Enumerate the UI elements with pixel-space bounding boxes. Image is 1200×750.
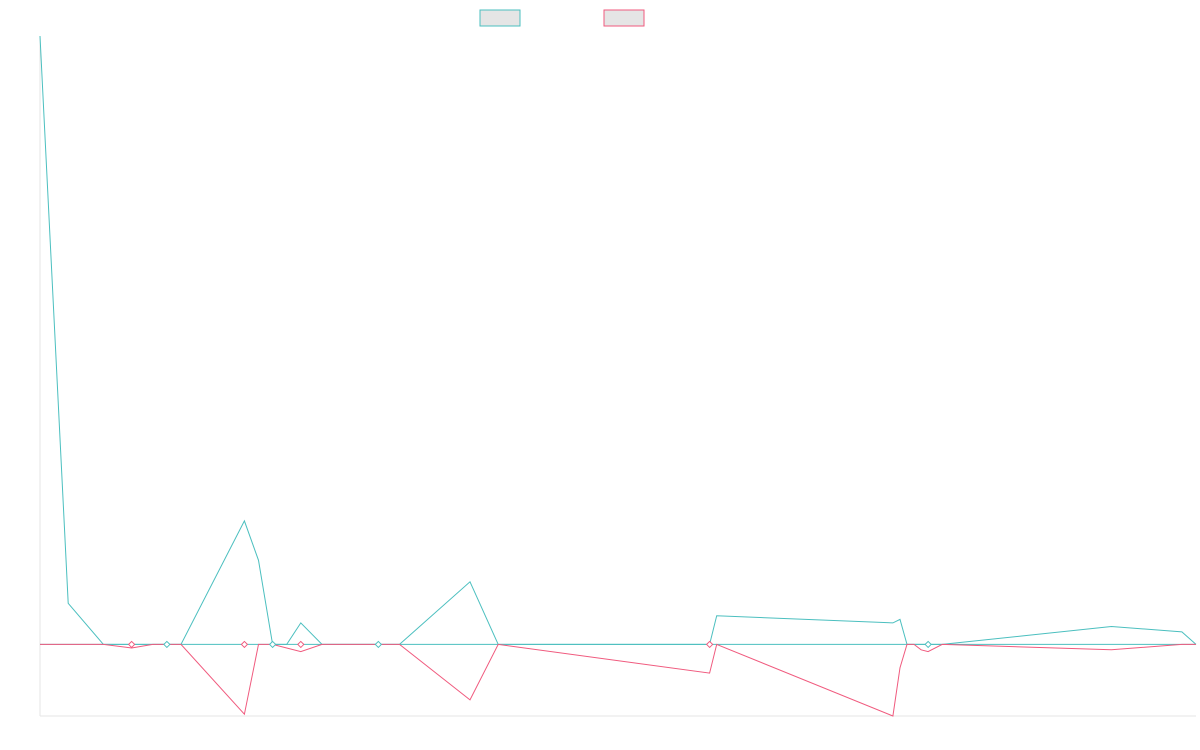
series-layer [39, 35, 1197, 717]
legend-item-1[interactable] [479, 9, 521, 27]
legend [479, 9, 645, 27]
data-point-marker [268, 640, 277, 649]
data-point-marker [374, 640, 383, 649]
marker-layer [127, 640, 932, 649]
series-line-2 [40, 643, 1196, 717]
legend-swatch-2 [603, 9, 645, 27]
data-point-marker [705, 640, 714, 649]
data-point-marker [240, 640, 249, 649]
data-point-marker [924, 640, 932, 649]
axes [39, 36, 1196, 717]
legend-swatch-1 [479, 9, 521, 27]
data-point-marker [127, 640, 136, 649]
legend-item-2[interactable] [603, 9, 645, 27]
data-point-marker [163, 640, 171, 649]
data-point-marker [297, 640, 305, 649]
series-line-1 [39, 35, 1197, 645]
